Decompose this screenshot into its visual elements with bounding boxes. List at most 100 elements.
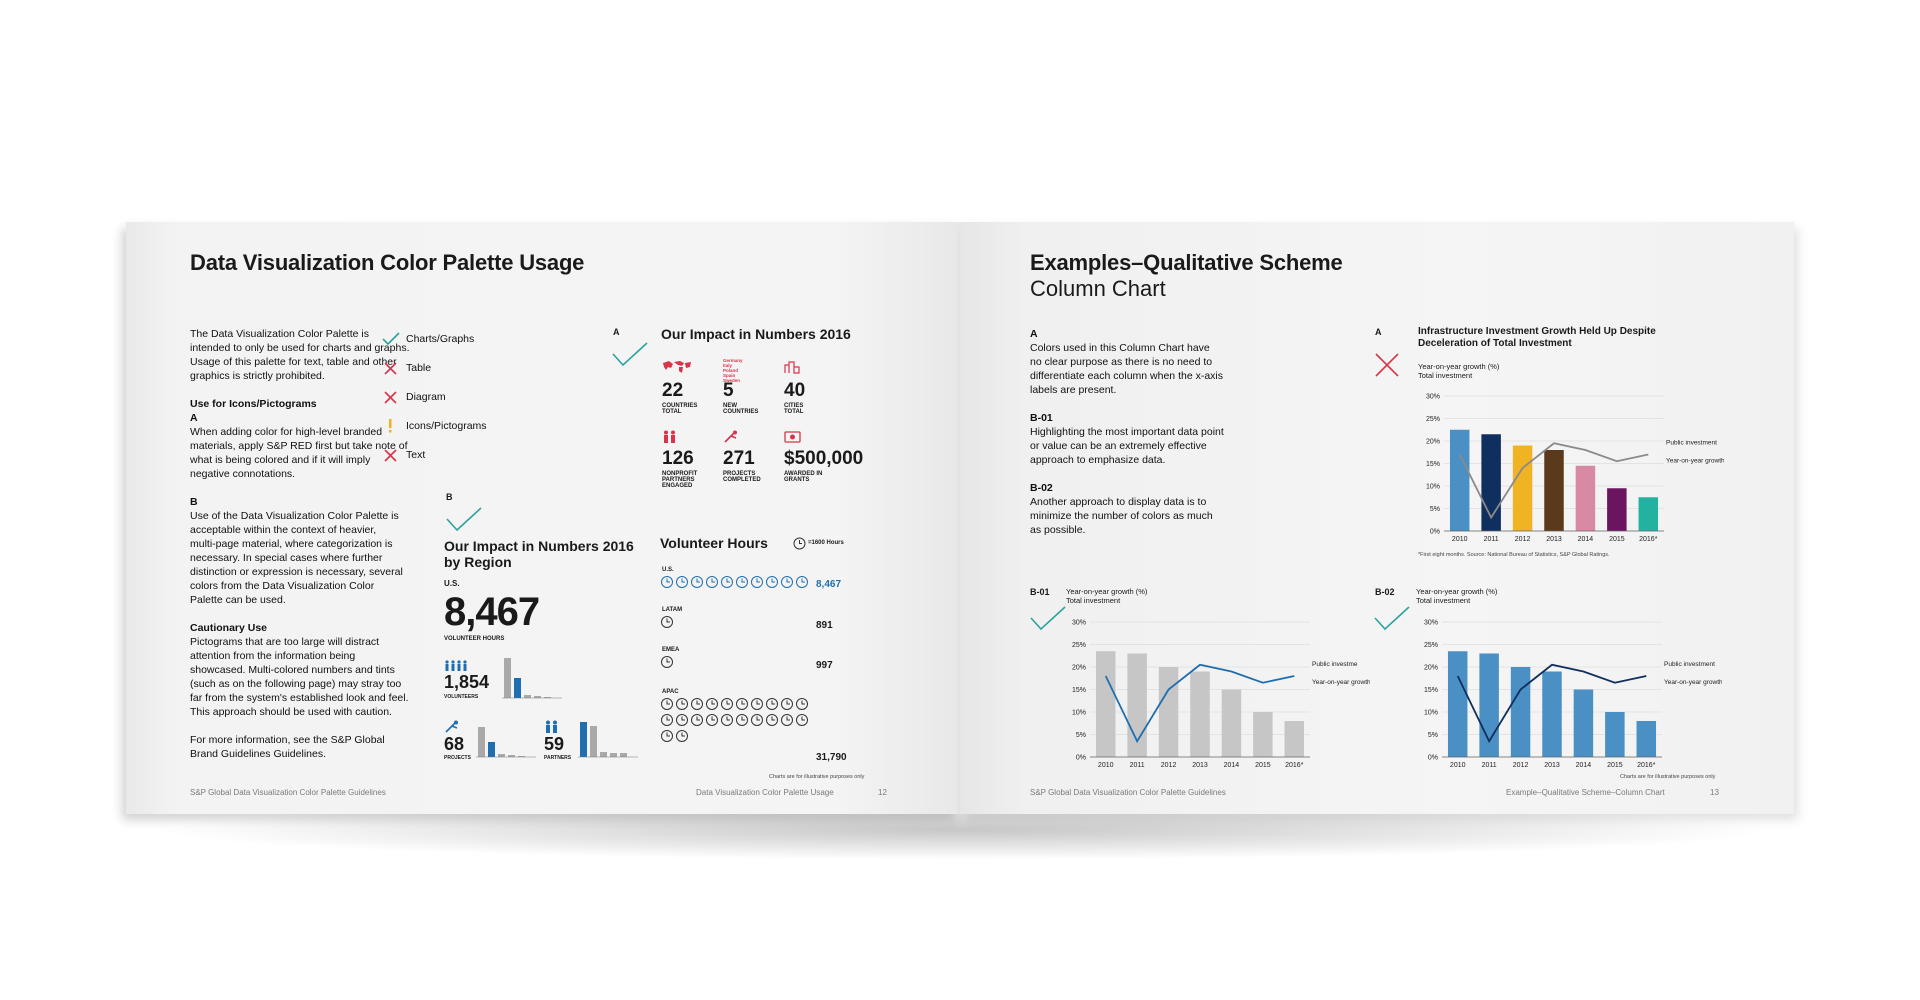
checklist-label: Table [406, 361, 432, 374]
stat-caption: COUNTRIES TOTAL [662, 403, 698, 415]
checklist-label: Icons/Pictograms [406, 419, 487, 432]
region-title-2: by Region [444, 554, 512, 570]
illustrative-note: Charts are for illustrative purposes onl… [769, 774, 865, 780]
x-tick-label: 2010 [1450, 762, 1466, 769]
b01-label: B-01 [1030, 412, 1053, 424]
y-tick-label: 0% [1428, 755, 1438, 762]
text-line: This approach should be used with cautio… [190, 706, 392, 718]
y-tick-label: 10% [1072, 710, 1086, 717]
page-title: Data Visualization Color Palette Usage [190, 250, 585, 275]
bar [1573, 689, 1594, 757]
bar [1221, 689, 1242, 757]
text-line: graphics is strictly prohibited. [190, 370, 325, 382]
cross-icon [384, 361, 397, 375]
clock-icons [661, 698, 808, 742]
chart-b02-svg: 30% 25% 20% 15% 10% 5% 0% 2010 2011 2012 2013 2014 2… [1424, 620, 1722, 770]
clock-row [660, 615, 810, 636]
text-line: distinction or expression is necessary, … [190, 566, 403, 578]
legend-label: Public investment [1666, 440, 1717, 447]
caution-heading: Cautionary Use [190, 622, 268, 634]
world-map-icon [663, 361, 691, 373]
y-tick-label: 30% [1424, 620, 1438, 627]
text-line: no clear purpose as there is no need to [1030, 356, 1213, 368]
bar [1512, 445, 1533, 531]
x-tick-label: 2012 [1161, 762, 1177, 769]
bar [1636, 721, 1657, 757]
bar [1544, 450, 1564, 531]
country-name: Spain [723, 373, 736, 378]
clock-icon [793, 537, 806, 550]
series-line [1104, 663, 1295, 744]
x-tick-label: 2015 [1607, 762, 1623, 769]
projects-icon [445, 720, 458, 733]
bar [1447, 651, 1468, 757]
y-tick-label: 5% [1076, 732, 1086, 739]
row-value: 8,467 [816, 579, 842, 590]
x-tick-label: 2012 [1513, 762, 1529, 769]
legend-label: Year-on-year growth (%) [1664, 679, 1722, 686]
row-value: 31,790 [816, 752, 847, 763]
region-name: U.S. [444, 579, 460, 588]
caution-text: Pictograms that are too large will distr… [190, 635, 425, 719]
check-icon [1030, 606, 1066, 631]
text-line: Use of the Data Visualization Color Pale… [190, 510, 399, 522]
checklist-label: Charts/Graphs [406, 332, 475, 345]
volunteers-caption: VOLUNTEERS [444, 694, 479, 700]
checklist-item: Text [382, 440, 532, 469]
volunteer-hours-caption: VOLUNTEER HOURS [444, 636, 505, 642]
clock-icon [706, 714, 718, 726]
bar [1575, 465, 1596, 531]
page-number: 13 [1710, 788, 1719, 797]
mini-bar-chart [502, 658, 562, 699]
clock-icon [721, 698, 733, 710]
text-line: For more information, see the S&P Global [190, 734, 385, 746]
bar [1095, 651, 1116, 757]
x-tick-label: 2011 [1484, 536, 1499, 543]
stat-caption: PROJECTS COMPLETED [723, 471, 761, 483]
country-name: Poland [723, 368, 739, 373]
partners-icon [546, 720, 557, 733]
x-tick-label: 2016* [1637, 762, 1656, 769]
row-value: 891 [816, 620, 833, 631]
clock-icon [676, 714, 688, 726]
text-line: Usage of this palette for text, table an… [190, 356, 397, 368]
clock-icon [691, 698, 703, 710]
footer-left: S&P Global Data Visualization Color Pale… [1030, 788, 1226, 797]
clock-icon [781, 698, 793, 710]
text-line: as possible. [1030, 524, 1086, 536]
a-text: When adding color for high-level branded… [190, 425, 425, 481]
checklist-item: Charts/Graphs [382, 324, 532, 353]
left-page: Data Visualization Color Palette Usage T… [126, 222, 960, 814]
clock-icon [691, 714, 703, 726]
text-line: approach to emphasize data. [1030, 454, 1166, 466]
clock-icon [736, 576, 748, 588]
volunteers-icon [445, 660, 467, 671]
x-tick-label: 2011 [1130, 762, 1145, 769]
checklist-item: Diagram [382, 382, 532, 411]
y-tick-label: 25% [1424, 642, 1438, 649]
chart-a-title: Infrastructure Investment Growth Held Up… [1418, 326, 1656, 349]
partners-caption: PARTNERS [544, 755, 572, 761]
right-text-column: A Colors used in this Column Chart have … [1030, 327, 1270, 537]
text-line: attention from the information being [190, 650, 356, 662]
clock-icon [721, 576, 733, 588]
x-tick-label: 2014 [1576, 762, 1592, 769]
y-tick-label: 25% [1426, 416, 1440, 423]
clock-icon [751, 698, 763, 710]
y-tick-label: 20% [1424, 665, 1438, 672]
bar [1510, 667, 1531, 757]
city-icon [784, 361, 800, 374]
stat-value: 5 [723, 380, 734, 401]
y-tick-label: 15% [1072, 687, 1086, 694]
clock-row [660, 655, 810, 676]
mini-bar-chart [476, 727, 536, 758]
bar [1284, 721, 1305, 757]
clock-icon [766, 698, 778, 710]
clock-icon [781, 576, 793, 588]
stat-caption: AWARDED IN GRANTS [784, 471, 823, 483]
text-line: (such as on the following page) may stra… [190, 678, 402, 690]
text-line: what is being colored and if it will imp… [190, 454, 371, 466]
bar [1638, 497, 1659, 531]
clock-icon [661, 698, 673, 710]
row-region: LATAM [662, 607, 683, 613]
